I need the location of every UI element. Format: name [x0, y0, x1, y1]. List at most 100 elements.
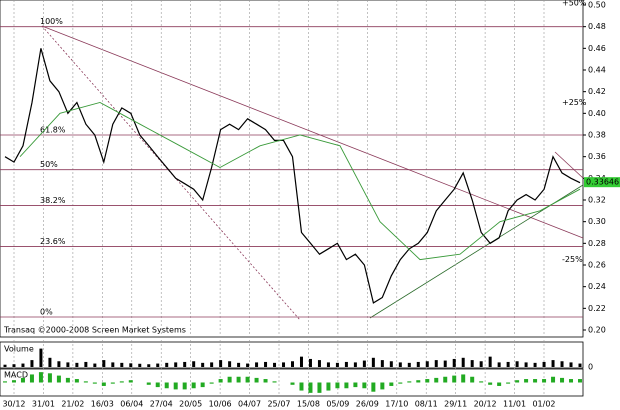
volume-bar: [246, 363, 250, 367]
volume-bar: [39, 348, 43, 367]
volume-bar: [174, 362, 178, 367]
price-line: [4, 48, 581, 304]
volume-bar: [326, 362, 330, 367]
macd-bar: [245, 376, 250, 383]
y-tick-label: 0.28: [588, 239, 606, 248]
volume-bar: [183, 361, 187, 367]
credit: Transaq ©2000-2008 Screen Market Systems: [3, 326, 186, 335]
volume-bar: [479, 361, 483, 367]
volume-bar: [371, 357, 375, 367]
macd-bar: [524, 379, 529, 383]
macd-bar: [92, 382, 97, 384]
volume-bar: [147, 364, 151, 367]
volume-bar: [443, 360, 447, 367]
y-tick-label: 0.48: [588, 22, 606, 31]
macd-bar: [569, 379, 574, 383]
y-tick-label: 0.50: [588, 1, 606, 10]
trendline: [41, 25, 301, 321]
macd-bar: [407, 381, 412, 383]
volume-bar: [578, 363, 582, 367]
y-tick-label: 0.26: [588, 261, 606, 270]
macd-bar: [272, 381, 277, 383]
last-price-label: 0.33646: [586, 178, 619, 187]
x-tick-label: 20/05: [179, 400, 202, 409]
macd-bar: [146, 382, 151, 385]
x-tick-label: 26/09: [356, 400, 379, 409]
volume-bar: [560, 361, 564, 367]
volume-bar: [353, 362, 357, 367]
macd-bar: [497, 382, 502, 386]
x-tick-label: 06/04: [120, 400, 143, 409]
volume-tick-label: 0: [588, 363, 593, 372]
volume-bar: [362, 360, 366, 367]
macd-bar: [83, 381, 88, 383]
macd-bar: [56, 375, 61, 383]
macd-bar: [3, 381, 7, 383]
volume-bar: [138, 363, 142, 367]
price-line: [19, 102, 581, 261]
macd-bar: [164, 382, 169, 389]
macd-bar: [542, 379, 547, 383]
volume-bar: [497, 362, 501, 367]
volume-bar: [75, 362, 79, 367]
x-tick-label: 25/07: [267, 400, 290, 409]
macd-bar: [425, 379, 430, 383]
volume-bar: [111, 362, 115, 367]
macd-bar: [398, 382, 403, 384]
volume-bar: [156, 363, 160, 367]
y-tick-label: 0.30: [588, 217, 606, 226]
volume-bar: [282, 362, 286, 367]
volume-bar: [48, 357, 52, 367]
volume-bar: [398, 362, 402, 367]
volume-bar: [228, 361, 232, 367]
volume-bar: [255, 362, 259, 367]
macd-panel: [0, 368, 584, 397]
macd-bar: [263, 379, 268, 383]
volume-bar: [506, 361, 510, 367]
volume-bar: [551, 360, 555, 367]
volume-bar: [299, 356, 303, 367]
percent-annotation: +50%: [562, 0, 587, 7]
macd-bar: [488, 382, 493, 385]
y-tick-label: 0.22: [588, 304, 606, 313]
macd-bar: [200, 382, 205, 388]
x-tick-label: 20/12: [474, 400, 497, 409]
volume-bar: [21, 363, 25, 367]
volume-bar: [524, 362, 528, 367]
macd-bar: [470, 376, 475, 383]
volume-bar: [308, 358, 312, 367]
fib-label: 0%: [40, 308, 53, 317]
macd-bar: [20, 377, 25, 383]
volume-bar: [452, 358, 456, 367]
macd-bar: [119, 381, 124, 383]
y-tick-label: 0.44: [588, 66, 606, 75]
volume-bar: [291, 361, 294, 367]
volume-bar: [84, 361, 88, 367]
volume-bar: [542, 361, 546, 367]
macd-bar: [533, 379, 538, 383]
volume-bar: [57, 361, 61, 367]
x-tick-label: 27/04: [150, 400, 173, 409]
macd-bar: [506, 382, 511, 384]
volume-bar: [344, 361, 348, 367]
trendline: [41, 25, 584, 239]
macd-bar: [155, 382, 160, 388]
macd-bar: [551, 376, 556, 383]
volume-bar: [569, 362, 573, 367]
macd-bar: [371, 382, 376, 392]
macd-bar: [209, 382, 214, 384]
y-tick-label: 0.36: [588, 152, 606, 161]
x-tick-label: 15/08: [297, 400, 320, 409]
macd-bar: [173, 382, 178, 390]
fib-label: 38.2%: [40, 196, 66, 205]
macd-bar: [362, 382, 367, 389]
percent-annotation: -25%: [562, 255, 583, 264]
x-tick-label: 05/09: [326, 400, 349, 409]
y-tick-label: 0.40: [588, 109, 606, 118]
volume-bar: [3, 364, 7, 367]
macd-bar: [479, 381, 484, 383]
price-panel: [0, 0, 584, 338]
macd-bar: [128, 380, 133, 383]
macd-bar: [344, 382, 349, 389]
volume-bar: [389, 361, 393, 367]
